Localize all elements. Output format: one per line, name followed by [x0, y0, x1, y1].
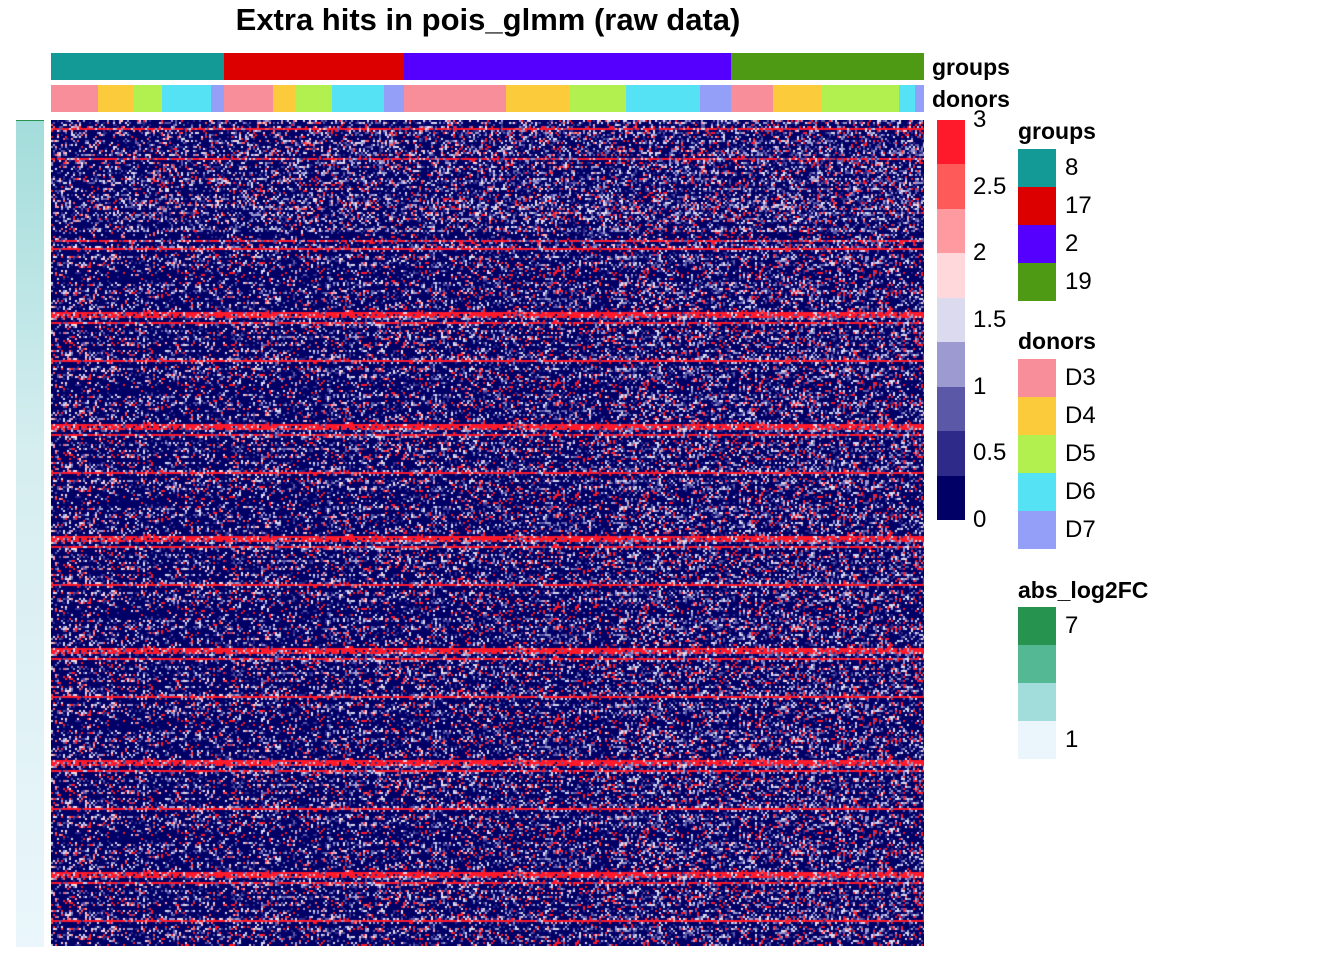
color-bar-bin: [937, 253, 965, 298]
groups-legend-swatch: [1018, 187, 1056, 225]
donors-legend-label: D6: [1065, 478, 1096, 505]
donors-legend-label: D4: [1065, 402, 1096, 429]
groups-segment-17: [223, 53, 404, 80]
color-bar-tick-label: 2: [973, 239, 987, 267]
groups-legend-swatch: [1018, 263, 1056, 301]
donors-segment-d5: [295, 85, 333, 112]
abs-log2fc-row-annotation: [16, 120, 44, 947]
groups-legend-swatch: [1018, 225, 1056, 263]
donors-segment-d5: [133, 85, 162, 112]
donors-segment-d3: [730, 85, 773, 112]
color-bar-tick-label: 0: [973, 506, 987, 533]
color-bar-bin: [937, 431, 965, 476]
donors-legend-label: D5: [1065, 440, 1096, 467]
donors-segment-d4: [98, 85, 134, 112]
abs-log2fc-legend-swatch: [1018, 607, 1056, 645]
color-bar-bin: [937, 120, 965, 165]
color-bar-tick-label: 1.5: [973, 306, 1007, 333]
groups-annotation-label: groups: [932, 54, 1010, 80]
donors-segment-d7: [915, 85, 924, 112]
groups-legend-label: 17: [1065, 192, 1092, 219]
donors-legend-label: D7: [1065, 516, 1096, 543]
color-bar-bin: [937, 164, 965, 209]
color-bar-ticks: 3 2.5 2 1.5 1 0.5 0: [973, 106, 1023, 533]
color-bar-bin: [937, 386, 965, 432]
color-bar-bin: [937, 297, 965, 343]
heatmap-body: [51, 120, 924, 946]
color-bar-tick-label: 3: [973, 106, 987, 133]
abs-log2fc-legend-title: abs_log2FC: [1018, 577, 1149, 603]
abs-log2fc-legend-label: 1: [1065, 726, 1079, 753]
donors-segment-d5: [821, 85, 899, 112]
color-bar-bin: [937, 208, 965, 254]
abs-log2fc-legend-label: 7: [1065, 612, 1079, 639]
abs-log2fc-legend-swatch: [1018, 683, 1056, 721]
donors-segment-d3: [51, 85, 99, 112]
donors-segment-d4: [772, 85, 822, 112]
color-bar-bin: [937, 342, 965, 387]
donors-segment-d5: [569, 85, 627, 112]
donors-segment-d3: [403, 85, 506, 112]
value-color-bar: [937, 120, 965, 520]
donors-legend-swatch: [1018, 397, 1056, 435]
donors-annotation-label: donors: [932, 86, 1010, 112]
donors-legend-swatch: [1018, 473, 1056, 511]
groups-segment-2: [403, 53, 732, 80]
donors-segment-d7: [699, 85, 731, 112]
heatmap-canvas: [51, 120, 924, 946]
donors-segment-d4: [505, 85, 570, 112]
color-bar-tick-label: 0.5: [973, 439, 1007, 467]
groups-annotation-bar: [51, 53, 924, 80]
abs-log2fc-legend-swatch: [1018, 645, 1056, 683]
donors-segment-d3: [223, 85, 273, 112]
color-bar-bin: [937, 475, 965, 520]
donors-annotation-bar: [51, 85, 924, 112]
color-bar-tick-label: 1: [973, 372, 987, 400]
groups-segment-8: [51, 53, 224, 80]
donors-legend-label: D3: [1065, 364, 1096, 391]
donors-legend-swatch: [1018, 435, 1056, 473]
groups-legend-label: 2: [1065, 230, 1079, 257]
groups-legend-swatch: [1018, 149, 1056, 187]
donors-segment-d6: [332, 85, 384, 112]
groups-legend-label: 8: [1065, 154, 1079, 181]
abs-log2fc-legend-swatch: [1018, 721, 1056, 759]
donors-segment-d4: [272, 85, 296, 112]
donors-segment-d6: [898, 85, 916, 112]
groups-legend-title: groups: [1018, 118, 1096, 144]
color-bar-tick-label: 2.5: [973, 172, 1007, 200]
donors-legend-swatch: [1018, 511, 1056, 549]
donors-segment-d6: [161, 85, 211, 112]
donors-segment-d7: [383, 85, 404, 112]
donors-legend-title: donors: [1018, 328, 1096, 354]
groups-segment-19: [731, 53, 924, 80]
groups-legend-label: 19: [1065, 268, 1092, 295]
donors-segment-d7: [210, 85, 224, 112]
donors-segment-d6: [626, 85, 700, 112]
chart-title: Extra hits in pois_glmm (raw data): [235, 2, 741, 37]
donors-legend-swatch: [1018, 359, 1056, 397]
